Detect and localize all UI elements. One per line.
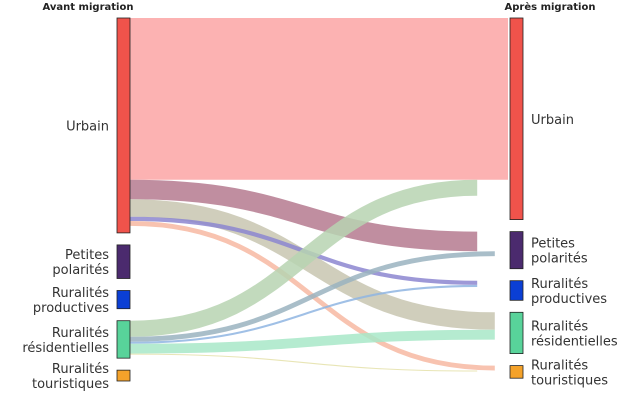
left-node-productives xyxy=(116,290,131,310)
nodes-layer xyxy=(116,17,524,382)
right-node-residentielles xyxy=(509,311,524,354)
left-node-label-line: résidentielles xyxy=(22,341,109,356)
link-residentielles-to-productives xyxy=(129,284,478,344)
right-node-label-residentielles: Ruralités résidentielles xyxy=(531,319,618,349)
right-column-header: Après migration xyxy=(505,1,596,13)
links-layer xyxy=(129,17,508,372)
left-node-label-line: Urbain xyxy=(66,119,109,134)
right-node-label-line: productives xyxy=(531,292,607,307)
right-node-label-line: Ruralités xyxy=(531,319,588,334)
left-node-urbain xyxy=(116,17,131,234)
right-node-label-line: Ruralités xyxy=(531,277,588,292)
left-node-label-urbain: Urbain xyxy=(66,119,109,134)
left-node-label-line: polarités xyxy=(52,263,109,278)
right-node-label-urbain: Urbain xyxy=(531,113,574,128)
link-residentielles-to-petites xyxy=(129,251,495,342)
left-node-residentielles xyxy=(116,320,131,359)
link-urbain-to-petites xyxy=(129,179,478,252)
left-node-touristiques xyxy=(116,369,131,382)
left-node-label-productives: Ruralités productives xyxy=(33,286,109,316)
left-node-label-residentielles: Ruralités résidentielles xyxy=(22,326,109,356)
link-residentielles-to-residentielles xyxy=(129,329,495,354)
right-node-label-line: polarités xyxy=(531,252,588,267)
right-node-label-productives: Ruralités productives xyxy=(531,277,607,307)
left-node-label-line: Ruralités xyxy=(52,286,109,301)
left-node-petites xyxy=(116,244,131,279)
right-node-petites xyxy=(509,231,524,270)
link-residentielles-to-touristiques xyxy=(129,353,478,372)
right-node-label-touristiques: Ruralités touristiques xyxy=(531,358,608,388)
left-node-label-line: Petites xyxy=(65,248,109,263)
right-node-label-line: Urbain xyxy=(531,113,574,128)
right-node-touristiques xyxy=(509,365,524,379)
left-column-header: Avant migration xyxy=(43,2,134,13)
right-node-productives xyxy=(509,280,524,301)
left-node-label-touristiques: Ruralités touristiques xyxy=(32,362,109,392)
right-node-label-line: Petites xyxy=(531,237,575,252)
left-node-label-line: productives xyxy=(33,301,109,316)
right-node-urbain xyxy=(509,17,524,221)
left-node-label-line: Ruralités xyxy=(52,362,109,377)
right-node-label-line: résidentielles xyxy=(531,334,618,349)
link-urbain-to-residentielles xyxy=(129,199,495,330)
left-node-label-line: touristiques xyxy=(32,377,109,392)
left-node-label-petites: Petites polarités xyxy=(52,248,109,278)
link-residentielles-to-urbain xyxy=(129,179,478,337)
left-node-label-line: Ruralités xyxy=(52,326,109,341)
right-node-label-line: Ruralités xyxy=(531,358,588,373)
right-node-label-line: touristiques xyxy=(531,373,608,388)
right-node-label-petites: Petites polarités xyxy=(531,237,588,267)
